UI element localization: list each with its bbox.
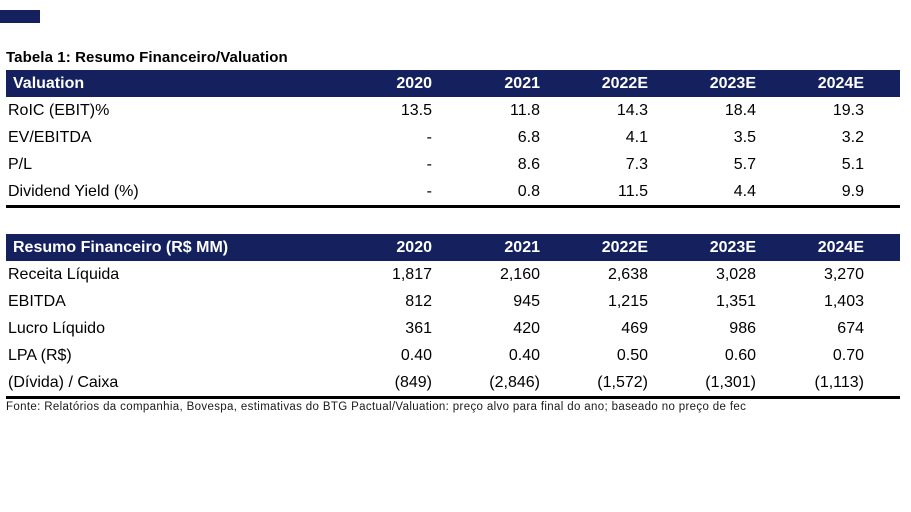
row-label: EV/EBITDA xyxy=(8,128,92,146)
cell-value: (2,846) xyxy=(489,373,540,391)
column-header-2021: 2021 xyxy=(468,70,576,97)
row-label: Lucro Líquido xyxy=(8,319,105,337)
cell-value: 11.5 xyxy=(618,182,648,200)
source-footnote: Fonte: Relatórios da companhia, Bovespa,… xyxy=(6,401,747,413)
row-label: LPA (R$) xyxy=(8,346,72,364)
row-label: P/L xyxy=(8,155,33,173)
cell-value: 1,351 xyxy=(715,292,756,310)
cell-value: - xyxy=(426,182,432,200)
cell-value: 5.1 xyxy=(841,155,864,173)
column-header-2024e: 2024E xyxy=(792,70,900,97)
table-row: EBITDA 812 945 1,215 1,351 1,403 xyxy=(6,288,900,315)
cell-value: 986 xyxy=(729,319,756,337)
cell-value: 812 xyxy=(405,292,432,310)
cell-value: 14.3 xyxy=(616,101,648,119)
cell-value: - xyxy=(426,155,432,173)
table-resumo-financeiro: Resumo Financeiro (R$ MM) 2020 2021 2022… xyxy=(6,234,900,399)
cell-value: 0.60 xyxy=(724,346,756,364)
column-header-2024e: 2024E xyxy=(792,234,900,261)
row-label: (Dívida) / Caixa xyxy=(8,373,119,391)
table-row: RoIC (EBIT)% 13.5 11.8 14.3 18.4 19.3 xyxy=(6,97,900,124)
cell-value: 7.3 xyxy=(625,155,648,173)
table-row: LPA (R$) 0.40 0.40 0.50 0.60 0.70 xyxy=(6,342,900,369)
cell-value: 1,215 xyxy=(607,292,648,310)
cell-value: 13.5 xyxy=(400,101,432,119)
table-section: Tabela 1: Resumo Financeiro/Valuation Va… xyxy=(6,49,905,413)
cell-value: 0.8 xyxy=(517,182,540,200)
cell-value: 420 xyxy=(513,319,540,337)
column-header-2021: 2021 xyxy=(468,234,576,261)
table-title-cell: Resumo Financeiro (R$ MM) xyxy=(6,234,360,261)
cell-value: (1,113) xyxy=(814,373,864,391)
column-header-2020: 2020 xyxy=(360,234,468,261)
cell-value: 0.40 xyxy=(508,346,540,364)
cell-value: 5.7 xyxy=(733,155,756,173)
cell-value: 1,403 xyxy=(823,292,864,310)
cell-value: 945 xyxy=(513,292,540,310)
cell-value: 469 xyxy=(621,319,648,337)
cell-value: - xyxy=(426,128,432,146)
table-header-row: Resumo Financeiro (R$ MM) 2020 2021 2022… xyxy=(6,234,900,261)
page-title: Tabela 1: Resumo Financeiro/Valuation xyxy=(6,49,288,66)
column-header-2022e: 2022E xyxy=(576,70,684,97)
table-row: Lucro Líquido 361 420 469 986 674 xyxy=(6,315,900,342)
cell-value: 2,160 xyxy=(499,265,540,283)
cell-value: 2,638 xyxy=(607,265,648,283)
row-label: Dividend Yield (%) xyxy=(8,182,139,200)
cell-value: 3.2 xyxy=(841,128,864,146)
column-header-2020: 2020 xyxy=(360,70,468,97)
table-row: Receita Líquida 1,817 2,160 2,638 3,028 … xyxy=(6,261,900,288)
cell-value: 4.1 xyxy=(625,128,648,146)
cell-value: (849) xyxy=(394,373,432,391)
cell-value: 3.5 xyxy=(733,128,756,146)
cell-value: 19.3 xyxy=(832,101,864,119)
cell-value: 0.70 xyxy=(832,346,864,364)
cell-value: 0.50 xyxy=(616,346,648,364)
row-label: EBITDA xyxy=(8,292,66,310)
table-row: EV/EBITDA - 6.8 4.1 3.5 3.2 xyxy=(6,124,900,151)
cell-value: (1,301) xyxy=(705,373,756,391)
row-label: RoIC (EBIT)% xyxy=(8,101,110,119)
cell-value: 0.40 xyxy=(400,346,432,364)
cell-value: 3,270 xyxy=(823,265,864,283)
column-header-2022e: 2022E xyxy=(576,234,684,261)
cell-value: 11.8 xyxy=(510,101,540,119)
column-header-2023e: 2023E xyxy=(684,234,792,261)
cell-value: 3,028 xyxy=(715,265,756,283)
table-row: (Dívida) / Caixa (849) (2,846) (1,572) (… xyxy=(6,369,900,398)
cell-value: 8.6 xyxy=(517,155,540,173)
cell-value: 361 xyxy=(405,319,432,337)
table-header-row: Valuation 2020 2021 2022E 2023E 2024E xyxy=(6,70,900,97)
table-row: Dividend Yield (%) - 0.8 11.5 4.4 9.9 xyxy=(6,178,900,207)
cell-value: 18.4 xyxy=(724,101,756,119)
cell-value: 9.9 xyxy=(841,182,864,200)
row-label: Receita Líquida xyxy=(8,265,120,283)
cell-value: 1,817 xyxy=(391,265,432,283)
column-header-2023e: 2023E xyxy=(684,70,792,97)
cell-value: 4.4 xyxy=(733,182,756,200)
cell-value: 6.8 xyxy=(517,128,540,146)
table-valuation: Valuation 2020 2021 2022E 2023E 2024E Ro… xyxy=(6,70,900,208)
table-title-cell: Valuation xyxy=(6,70,360,97)
page-edge-bar xyxy=(0,10,40,23)
cell-value: 674 xyxy=(837,319,864,337)
cell-value: (1,572) xyxy=(597,373,648,391)
table-row: P/L - 8.6 7.3 5.7 5.1 xyxy=(6,151,900,178)
